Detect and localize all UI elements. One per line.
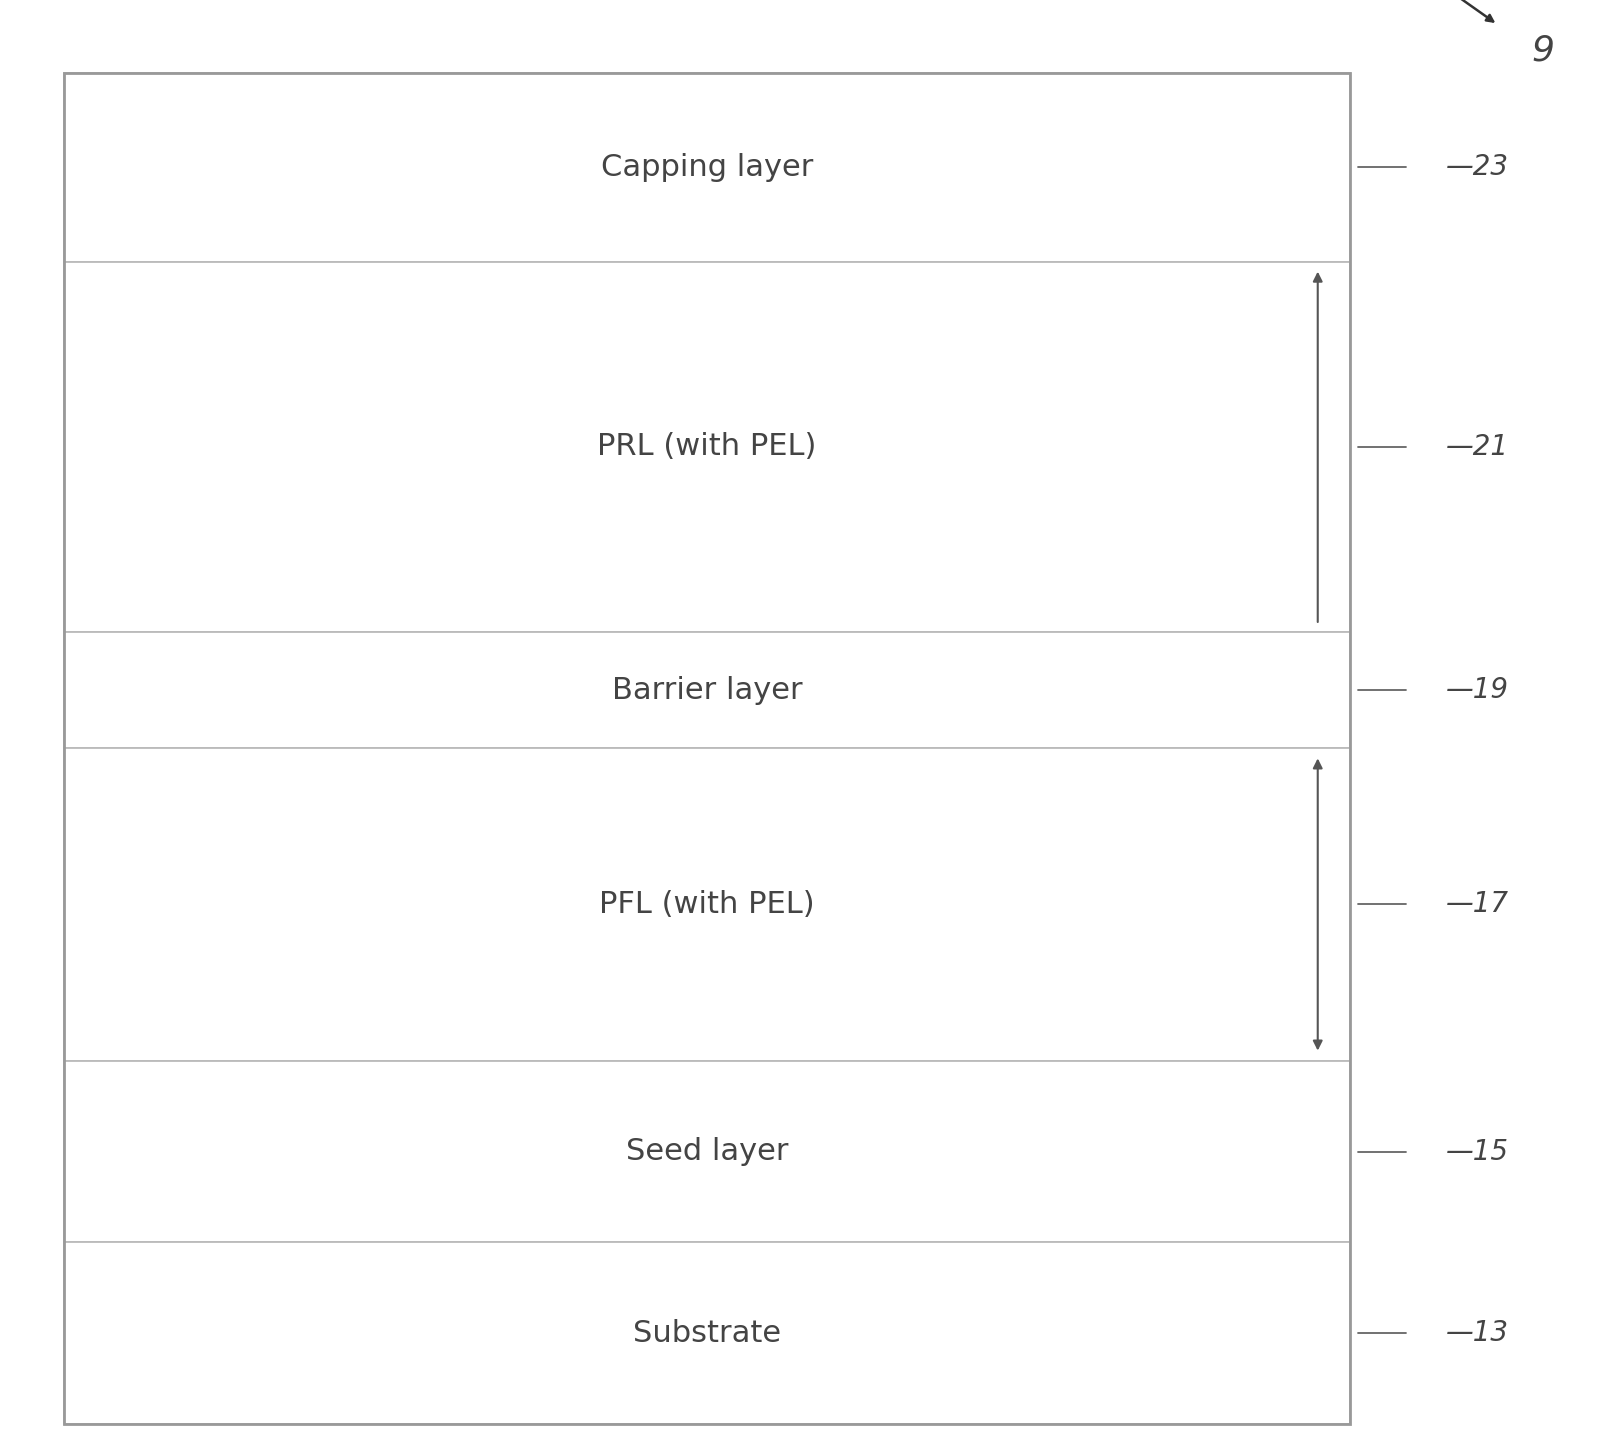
- Bar: [64, 262, 1350, 632]
- Text: —17: —17: [1446, 891, 1509, 918]
- Text: —13: —13: [1446, 1319, 1509, 1347]
- Bar: [64, 748, 1350, 1061]
- Bar: [64, 1242, 1350, 1424]
- Bar: [64, 73, 1350, 262]
- Text: —19: —19: [1446, 676, 1509, 705]
- Text: —21: —21: [1446, 433, 1509, 461]
- Bar: [64, 632, 1350, 748]
- Text: Capping layer: Capping layer: [601, 153, 813, 182]
- Text: PRL (with PEL): PRL (with PEL): [598, 433, 816, 461]
- Bar: [64, 73, 1350, 1424]
- Text: —15: —15: [1446, 1138, 1509, 1165]
- Bar: [64, 1061, 1350, 1242]
- Text: —23: —23: [1446, 153, 1509, 182]
- Text: Barrier layer: Barrier layer: [612, 676, 802, 705]
- Text: Substrate: Substrate: [633, 1319, 781, 1347]
- Text: 9: 9: [1531, 33, 1554, 68]
- Text: Seed layer: Seed layer: [625, 1138, 789, 1165]
- Text: PFL (with PEL): PFL (with PEL): [599, 891, 815, 918]
